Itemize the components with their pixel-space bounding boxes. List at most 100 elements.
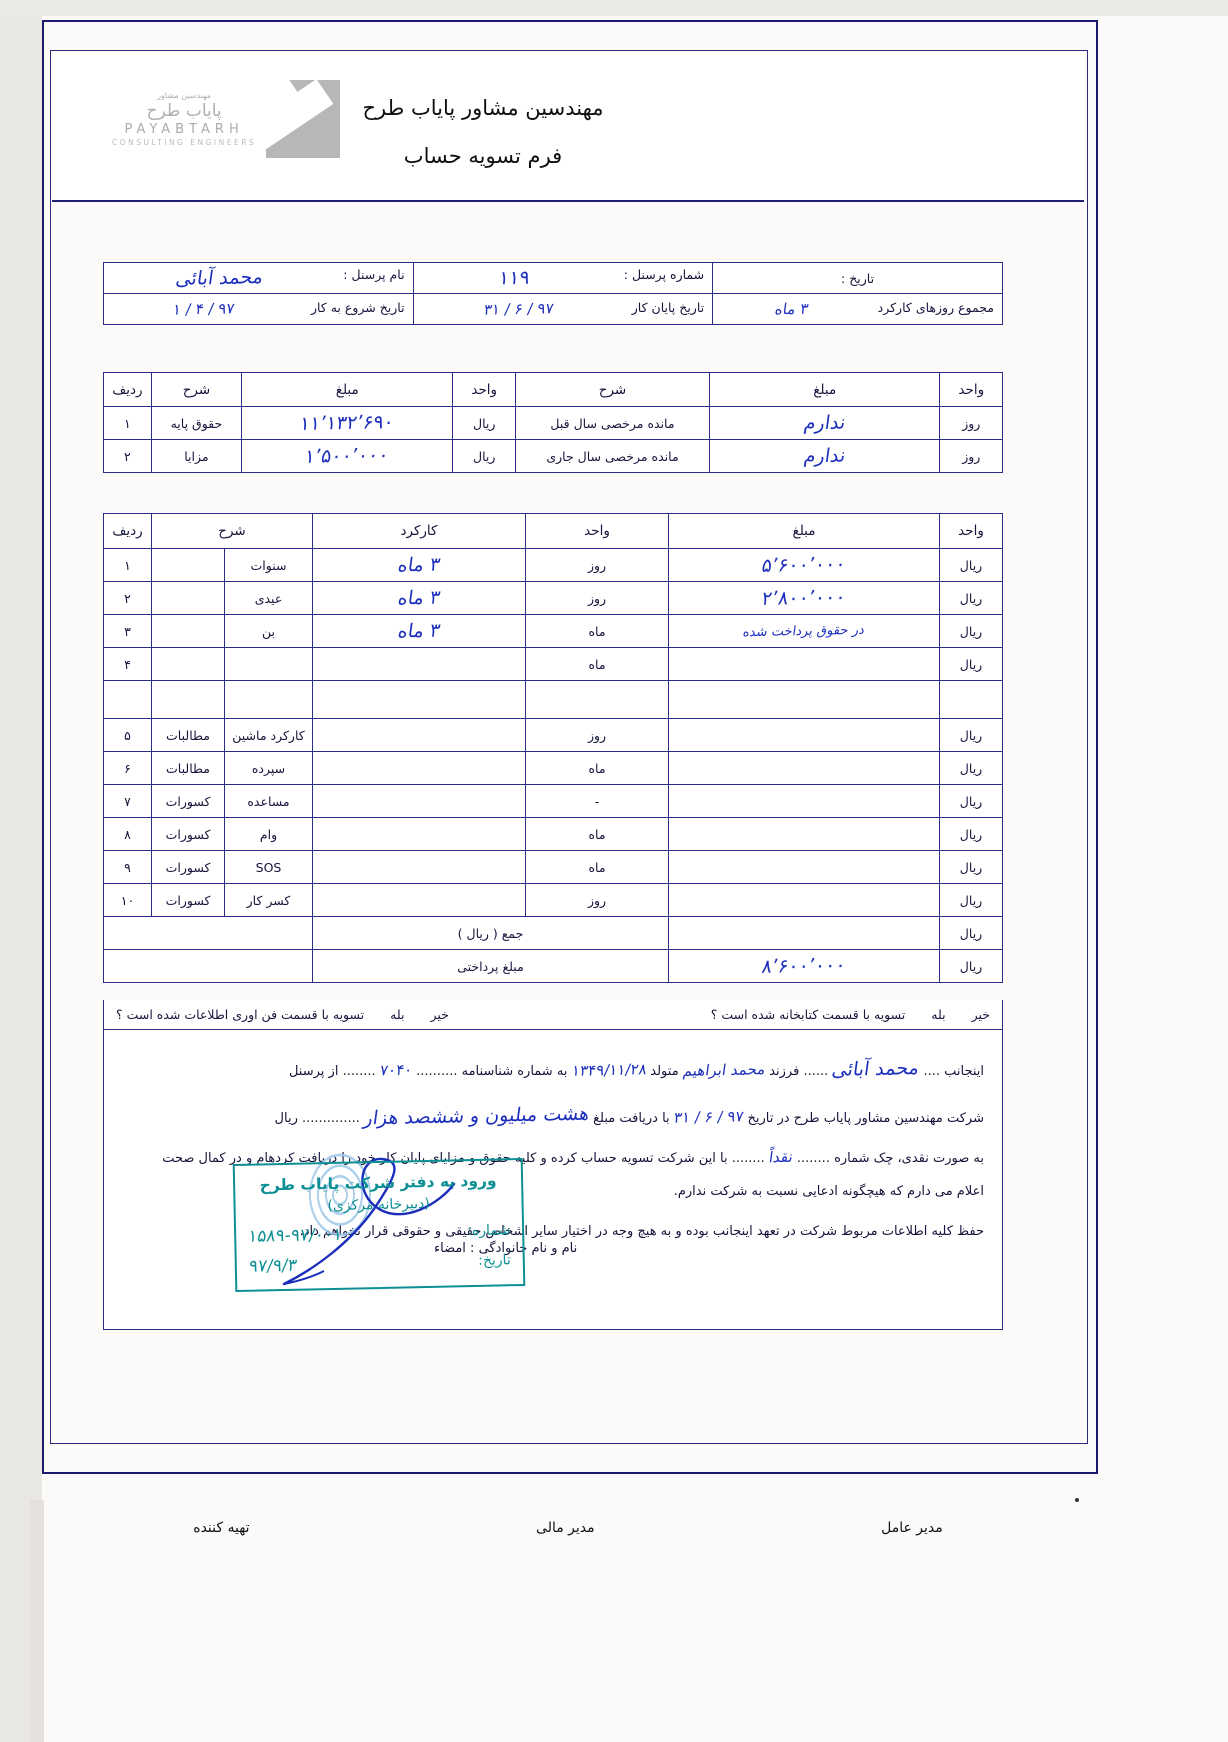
decl-settle-date: ۹۷ / ۶ / ۳۱: [672, 1106, 745, 1127]
cell-unit-right: ریال: [452, 406, 516, 440]
cell-paid-label: مبلغ پرداختی: [312, 949, 669, 983]
stamp-number-value: ۱۵۸۹-۹۷/۰۰۱: [247, 1224, 344, 1247]
declaration-line-5: حفظ کلیه اطلاعات مربوط شرکت در تعهد اینج…: [299, 1223, 984, 1239]
cell-workdays: ۳ ماه: [312, 581, 526, 615]
handwritten-value: ۱٬۵۰۰٬۰۰۰: [303, 444, 391, 468]
cell-amount-right: ۱٬۵۰۰٬۰۰۰: [241, 439, 454, 473]
decl-id-value: ۷۰۴۰: [378, 1060, 414, 1080]
name-value: محمد آبائی: [174, 266, 265, 290]
question-library-no[interactable]: خیر: [971, 1007, 990, 1022]
col-unit-right: واحد: [452, 372, 516, 407]
cell-amount: [668, 718, 940, 752]
cell-amount-unit: ریال: [939, 718, 1003, 752]
logo-text-block: مهندسین مشاور پایاب طرح PAYABTARH CONSUL…: [112, 91, 256, 148]
cell-amount: [668, 850, 940, 884]
table-row: تاریخ : شماره پرسنل : ۱۱۹ نام پرسنل : مح…: [103, 262, 1003, 294]
settlement-breakdown-table: واحد مبلغ واحد کارکرد شرح ردیف ریال ۵٬۶۰۰…: [103, 513, 1003, 983]
handwritten-value: ۸٬۶۰۰٬۰۰۰: [760, 954, 848, 978]
cell-personnel-no: شماره پرسنل : ۱۱۹: [412, 262, 714, 294]
cell-unit: ماه: [525, 850, 669, 884]
cell-sum-value: [668, 916, 940, 950]
stamp-date-row: تاریخ: ۹۷/۹/۳: [247, 1248, 511, 1280]
total-days-label: مجموع روزهای کارکرد: [877, 300, 994, 315]
cell-description: [224, 647, 313, 681]
cell-workdays: [312, 718, 526, 752]
cell-start-date: تاریخ شروع به کار ۹۷ / ۴ / ۱: [103, 293, 414, 325]
cell-group: [151, 680, 225, 719]
cell-row-number: ۹: [103, 850, 152, 884]
cell-row-number: [103, 680, 152, 719]
cell-description: کسر کار: [224, 883, 313, 917]
cell-paid-unit: ریال: [939, 949, 1003, 983]
cell-amount: [668, 751, 940, 785]
table-row: ریال ماه ۴: [103, 647, 1003, 681]
cell-amount: ۲٬۸۰۰٬۰۰۰: [668, 581, 940, 615]
logo-subtitle-fa: مهندسین مشاور: [157, 90, 212, 100]
role-managing-director: مدیر عامل: [881, 1520, 943, 1536]
logo-title-en: PAYABTARH: [124, 121, 244, 137]
col-amount-right: مبلغ: [241, 372, 454, 407]
cell-amount-unit: [939, 680, 1003, 719]
header-titles: مهندسین مشاور پایاب طرح فرم تسویه حساب: [52, 84, 1084, 181]
col-row-number: ردیف: [103, 372, 152, 407]
cell-amount-unit: ریال: [939, 784, 1003, 818]
scan-dot: [1075, 1498, 1079, 1502]
cell-description: کارکرد ماشین: [224, 718, 313, 752]
table-row-paid: ریال ۸٬۶۰۰٬۰۰۰ مبلغ پرداختی: [103, 949, 1003, 983]
office-entry-stamp: ورود به دفتر شرکت پایاب طرح (دبیرخانه مر…: [232, 1157, 526, 1293]
cell-unit: ماه: [525, 614, 669, 648]
decl-name-value: محمد آبائی: [830, 1057, 921, 1081]
name-label: نام پرسنل :: [343, 267, 405, 282]
cell-description: عیدی: [224, 581, 313, 615]
cell-description: SOS: [224, 850, 313, 884]
cell-workdays: [312, 784, 526, 818]
decl-l2-c: ریال: [274, 1110, 298, 1126]
col-description: شرح: [151, 513, 313, 549]
cell-row-number: ۴: [103, 647, 152, 681]
decl-l1-c: متولد: [650, 1064, 679, 1079]
decl-l3-a: به صورت نقدی، چک شماره: [834, 1151, 984, 1167]
cell-row-number: ۲: [103, 581, 152, 615]
cell-workdays: ۳ ماه: [312, 548, 526, 582]
cell-date-label: تاریخ :: [712, 262, 1003, 294]
end-date-value: ۹۷ / ۶ / ۳۱: [482, 299, 555, 319]
handwritten-value: ندارم: [802, 411, 848, 435]
role-preparer: تهیه کننده: [193, 1520, 250, 1536]
cell-unit: ماه: [525, 647, 669, 681]
dots: ..........: [416, 1064, 458, 1079]
scan-artifact: [30, 1500, 44, 1742]
decl-amount-words: هشت میلیون و ششصد هزار: [362, 1102, 591, 1129]
form-inner-border: [50, 50, 1088, 1444]
cell-row-number: ۸: [103, 817, 152, 851]
question-library-yes[interactable]: بله: [931, 1007, 946, 1022]
cell-workdays: [312, 751, 526, 785]
clearance-questions-row: خیر بله تسویه با قسمت کتابخانه شده است ؟…: [103, 1000, 1003, 1030]
decl-l1-b: فرزند: [769, 1064, 800, 1079]
signature-roles: مدیر عامل مدیر مالی تهیه کننده: [50, 1520, 1086, 1536]
cell-row-number: ۱: [103, 548, 152, 582]
form-outer-border: [42, 20, 1098, 1474]
question-it-yes[interactable]: بله: [390, 1007, 405, 1022]
form-header: مهندسین مشاور پایاب طرح PAYABTARH CONSUL…: [52, 52, 1084, 202]
cell-description: مساعده: [224, 784, 313, 818]
cell-group: [151, 548, 225, 582]
question-it-no[interactable]: خیر: [430, 1007, 449, 1022]
start-date-value: ۹۷ / ۴ / ۱: [171, 299, 236, 319]
personnel-no-label: شماره پرسنل :: [623, 267, 705, 282]
company-title: مهندسین مشاور پایاب طرح: [362, 96, 604, 120]
cell-workdays: [312, 883, 526, 917]
cell-amount: در حقوق پرداخت شده: [668, 614, 940, 648]
cell-paid-blank: [103, 949, 313, 983]
stamp-date-value: ۹۷/۹/۳: [247, 1255, 299, 1277]
stamp-number-label: شماره:: [467, 1222, 511, 1240]
cell-amount-left: ندارم: [708, 439, 941, 473]
decl-payment-method: نقداً: [767, 1147, 795, 1167]
cell-unit-right: ریال: [452, 439, 516, 473]
total-days-value: ۳ ماه: [773, 299, 810, 319]
col-desc-right: شرح: [150, 372, 243, 407]
table-row: ریال ماه SOS کسورات ۹: [103, 850, 1003, 884]
cell-amount: [668, 883, 940, 917]
cell-amount: [668, 784, 940, 818]
cell-description: [224, 680, 313, 719]
cell-description: بن: [224, 614, 313, 648]
